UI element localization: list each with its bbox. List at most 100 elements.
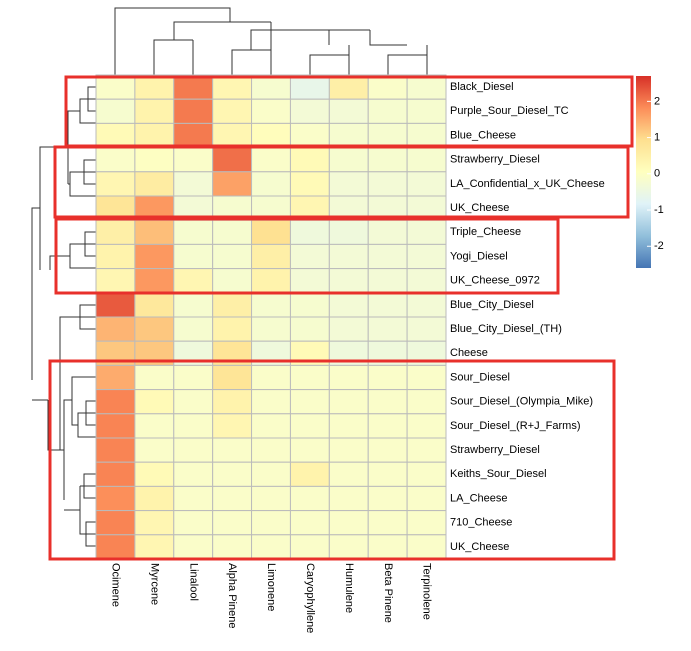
heatmap-body [95,74,447,560]
cell [328,437,369,463]
cell [134,268,175,294]
cell [289,437,330,463]
cell [289,534,330,560]
cell [173,316,214,342]
row-label: Sour_Diesel_(Olympia_Mike) [450,396,593,408]
cell [406,98,447,124]
cell [251,316,291,342]
cell [328,534,369,560]
cell [134,74,175,100]
cell [173,268,214,294]
cell [251,268,291,294]
cell [251,510,291,536]
cell [367,389,408,415]
row-label: Blue_City_Diesel_(TH) [450,323,562,335]
row-label: Triple_Cheese [450,226,521,238]
cell [95,413,136,439]
cell [406,461,447,487]
cell [173,510,214,536]
cell [212,364,253,391]
cell [367,437,408,463]
cell [251,292,291,318]
cell [95,510,136,536]
row-label: Sour_Diesel_(R+J_Farms) [450,420,581,432]
cell [289,171,330,197]
cell [212,219,253,245]
cell [328,292,369,318]
column-label: Caryophyllene [304,563,316,633]
row-label: Blue_Cheese [450,129,516,141]
row-label: UK_Cheese [450,541,509,553]
cell [212,510,253,536]
cell [212,485,253,512]
cell [367,292,408,318]
row-label: Sour_Diesel [450,371,510,383]
cell [173,413,214,439]
cell [251,98,291,124]
cell [367,510,408,536]
cell [134,243,175,270]
cell [173,147,214,173]
cell [406,437,447,463]
cell [406,219,447,245]
cell [212,461,253,487]
cell [367,219,408,245]
cell [367,413,408,439]
cell [134,437,175,463]
cell [367,461,408,487]
cell [328,122,369,149]
cell [134,219,175,245]
cell [289,292,330,318]
column-label: Limonene [265,563,277,611]
cell [251,147,291,173]
cell [328,364,369,391]
cell [134,389,175,415]
row-label: Yogi_Diesel [450,250,508,262]
cell [95,316,136,342]
cell [406,510,447,536]
cell [95,268,136,294]
cell [212,147,253,173]
cell [134,485,175,512]
cell [289,268,330,294]
cell [212,389,253,415]
highlight-box [48,359,616,561]
cell [95,437,136,463]
cell [289,74,330,100]
cell [328,171,369,197]
column-label: Myrcene [148,563,160,605]
cell [328,510,369,536]
cell [212,437,253,463]
legend-tick-label: 1 [654,131,660,143]
cell [289,243,330,270]
column-label: Ocimene [110,563,122,607]
cell [367,534,408,560]
cell [134,413,175,439]
cell [134,292,175,318]
cell [173,171,214,197]
color-legend [636,76,651,268]
legend-tick-label: 0 [654,168,660,180]
cell [134,147,175,173]
cell [289,147,330,173]
cell [173,122,214,149]
cell [289,122,330,149]
cell [212,413,253,439]
cell [367,74,408,100]
cell [289,98,330,124]
row-label: 710_Cheese [450,517,512,529]
cell [212,98,253,124]
legend-tick-label: -2 [654,240,664,252]
cell [251,74,291,100]
cell [134,98,175,124]
cell [95,389,136,415]
cell [251,413,291,439]
cell [95,243,136,270]
cell [406,534,447,560]
cell [406,485,447,512]
cell [95,219,136,245]
cell [95,534,136,560]
cell [367,147,408,173]
cell [134,510,175,536]
